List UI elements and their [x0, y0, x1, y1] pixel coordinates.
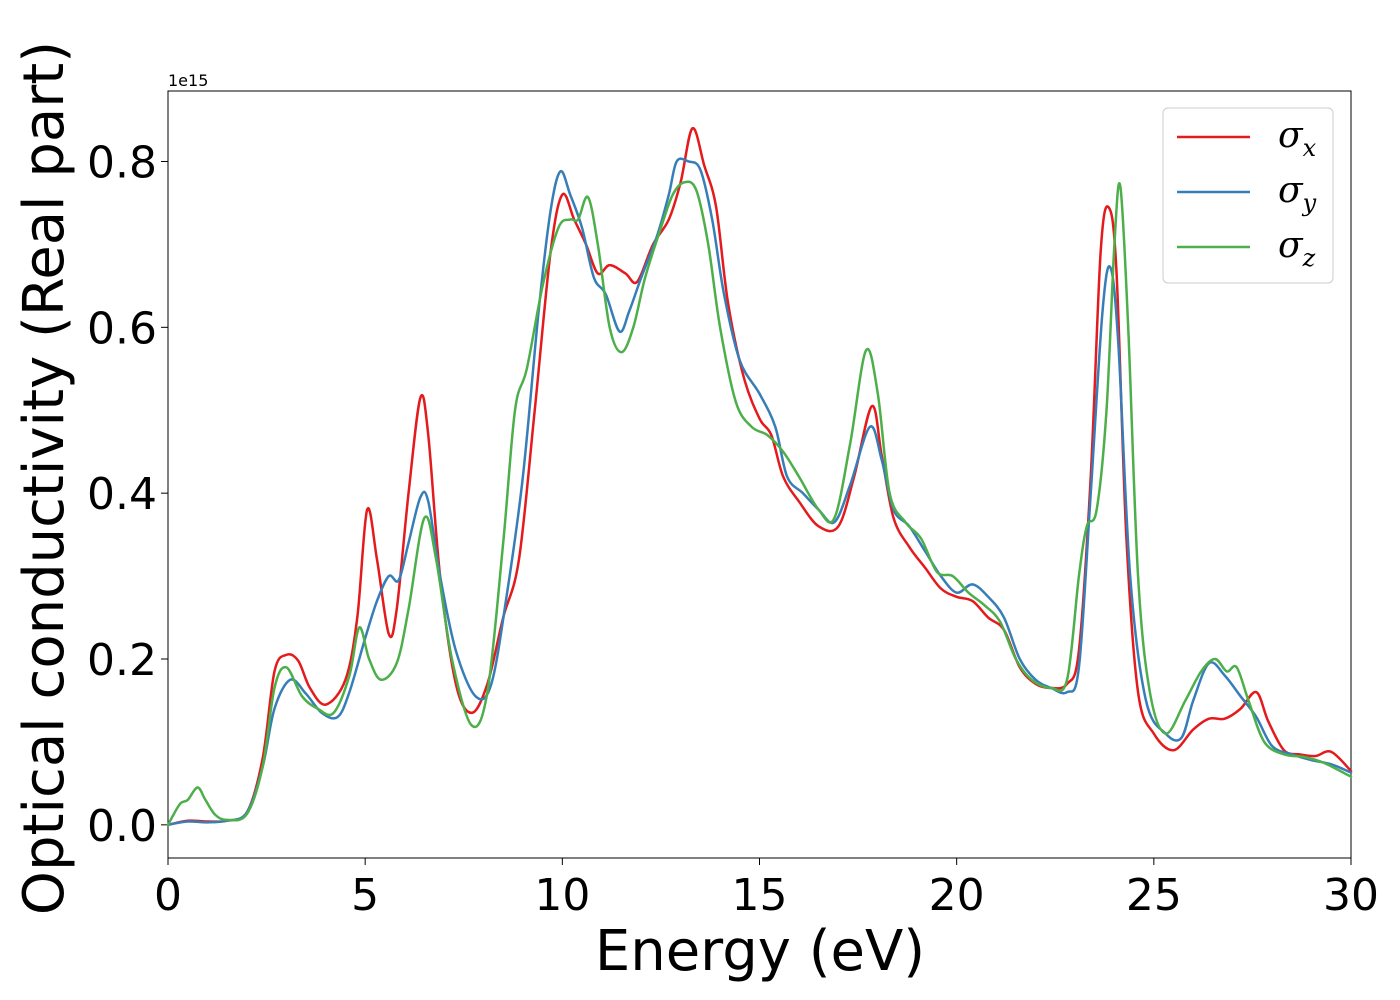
series-line-y [166, 157, 1353, 827]
x-axis-title: Energy (eV) [595, 919, 925, 984]
y-tick-label: 0.2 [87, 635, 157, 686]
legend-label-x: σx [1278, 115, 1317, 162]
y-axis-ticks: 0.0 0.2 0.4 0.6 0.8 [87, 137, 168, 852]
series-lines [166, 127, 1353, 827]
y-offset-label: 1e15 [168, 71, 208, 90]
y-axis-title: Optical conductivity (Real part) [12, 41, 77, 915]
legend: σx σy σz [1162, 107, 1334, 284]
x-tick-label: 0 [154, 870, 182, 921]
x-tick-label: 5 [351, 870, 379, 921]
y-tick-label: 0.6 [87, 303, 157, 354]
x-tick-label: 10 [534, 870, 590, 921]
x-tick-label: 15 [732, 870, 788, 921]
legend-label-z: σz [1278, 225, 1316, 272]
y-tick-label: 0.8 [87, 137, 157, 188]
y-tick-label: 0.4 [87, 469, 157, 520]
x-tick-label: 20 [929, 870, 985, 921]
x-axis-ticks: 0 5 10 15 20 25 30 [154, 858, 1379, 921]
series-line-z [166, 180, 1353, 827]
plot-area [167, 90, 1352, 859]
x-tick-label: 30 [1323, 870, 1379, 921]
x-tick-label: 25 [1126, 870, 1182, 921]
y-tick-label: 0.0 [87, 801, 157, 852]
legend-label-y: σy [1278, 170, 1317, 217]
legend-box [1162, 107, 1334, 284]
